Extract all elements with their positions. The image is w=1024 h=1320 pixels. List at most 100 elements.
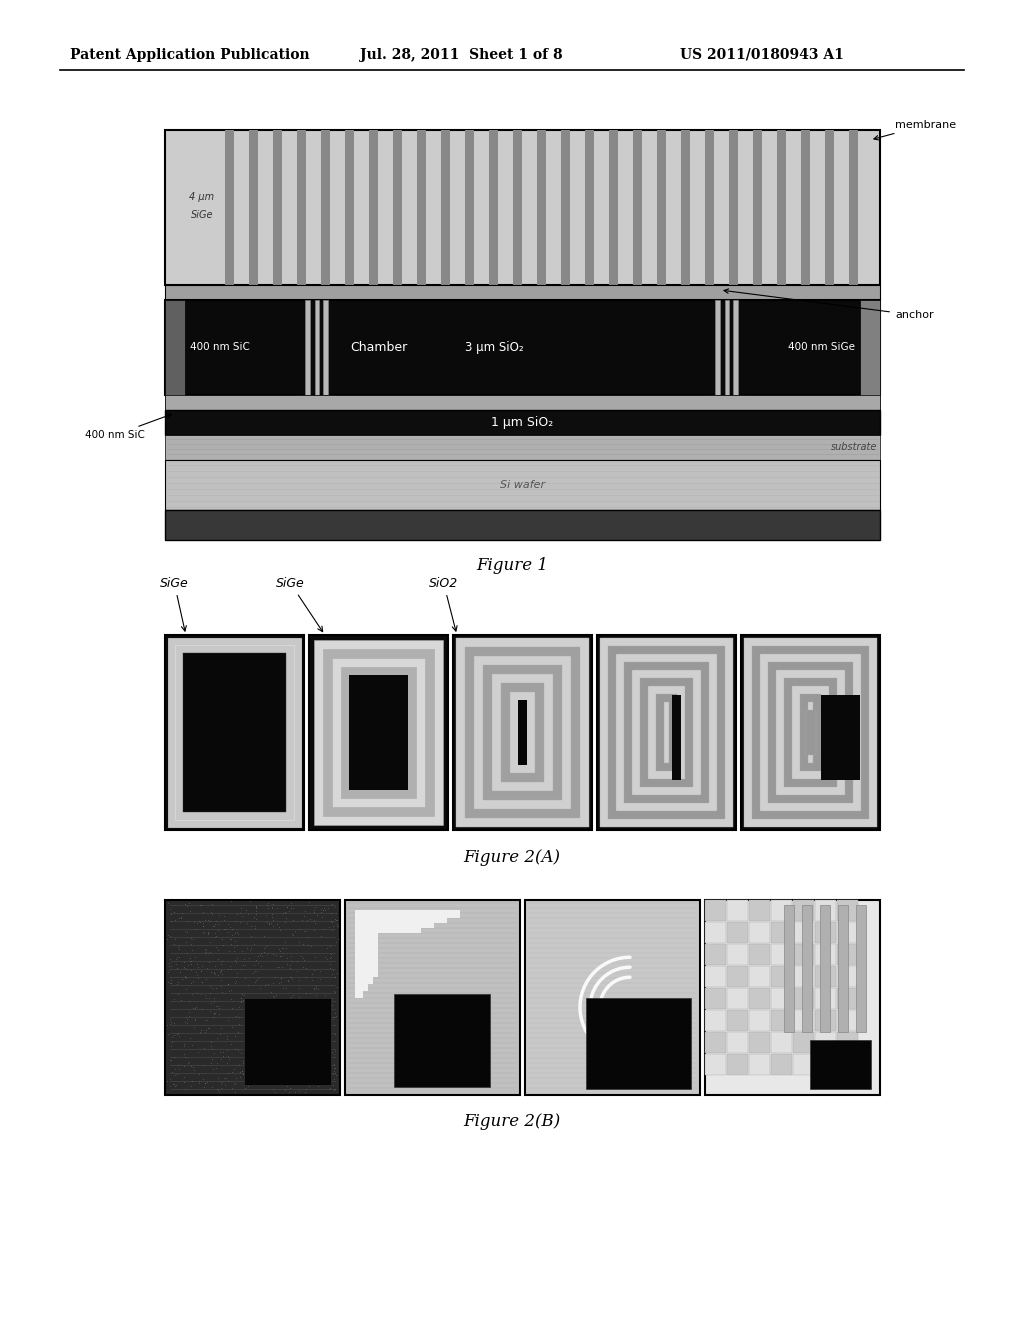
Bar bbox=[733, 300, 738, 395]
Bar bbox=[332, 657, 425, 807]
Bar bbox=[815, 1010, 836, 1031]
Bar bbox=[771, 987, 792, 1008]
Bar bbox=[624, 663, 709, 803]
Bar bbox=[768, 663, 853, 803]
Bar bbox=[860, 300, 880, 411]
Bar bbox=[345, 900, 520, 1096]
Text: Figure 2(B): Figure 2(B) bbox=[464, 1114, 560, 1130]
Bar bbox=[856, 906, 865, 1032]
Text: Si wafer: Si wafer bbox=[500, 480, 545, 490]
Bar bbox=[705, 1053, 726, 1074]
Bar bbox=[749, 944, 770, 965]
Bar bbox=[793, 921, 814, 942]
Bar bbox=[727, 1053, 748, 1074]
Bar bbox=[837, 1010, 858, 1031]
Bar bbox=[783, 906, 794, 1032]
Bar bbox=[825, 129, 834, 285]
Bar bbox=[801, 129, 810, 285]
Text: US 2011/0180943 A1: US 2011/0180943 A1 bbox=[680, 48, 844, 62]
Bar bbox=[741, 635, 880, 830]
Text: SiO2: SiO2 bbox=[429, 577, 459, 631]
Bar bbox=[815, 944, 836, 965]
Bar bbox=[705, 1010, 726, 1031]
Bar bbox=[776, 671, 845, 795]
Bar bbox=[815, 1032, 836, 1053]
Bar bbox=[727, 900, 748, 921]
Bar bbox=[837, 966, 858, 987]
Bar bbox=[760, 653, 861, 810]
Bar bbox=[771, 966, 792, 987]
Bar bbox=[175, 645, 294, 820]
Bar bbox=[165, 411, 880, 436]
Text: 1 μm SiO₂: 1 μm SiO₂ bbox=[492, 416, 554, 429]
Bar bbox=[705, 966, 726, 987]
Text: substrate: substrate bbox=[830, 442, 877, 453]
Bar bbox=[715, 300, 720, 395]
Bar bbox=[815, 1053, 836, 1074]
Bar bbox=[837, 944, 858, 965]
Bar bbox=[725, 300, 729, 395]
Bar bbox=[165, 635, 304, 830]
Bar bbox=[837, 1053, 858, 1074]
Bar bbox=[837, 900, 858, 921]
Bar bbox=[837, 987, 858, 1008]
Bar bbox=[355, 909, 460, 917]
Bar bbox=[771, 1010, 792, 1031]
Bar bbox=[793, 944, 814, 965]
Bar bbox=[771, 1032, 792, 1053]
Bar bbox=[632, 671, 701, 795]
Bar bbox=[465, 129, 474, 285]
Bar bbox=[657, 129, 666, 285]
Bar bbox=[672, 696, 681, 780]
Bar bbox=[793, 1010, 814, 1031]
Text: anchor: anchor bbox=[724, 289, 934, 319]
Bar bbox=[417, 129, 426, 285]
Bar bbox=[365, 920, 434, 928]
Bar bbox=[600, 638, 733, 828]
Bar bbox=[771, 921, 792, 942]
Text: SiGe: SiGe bbox=[160, 577, 188, 631]
Bar bbox=[349, 675, 408, 789]
Text: SiGe: SiGe bbox=[276, 577, 323, 632]
Bar bbox=[441, 129, 450, 285]
Bar bbox=[510, 692, 535, 774]
Bar bbox=[749, 921, 770, 942]
Text: 3 μm SiO₂: 3 μm SiO₂ bbox=[465, 341, 523, 354]
Bar bbox=[165, 900, 340, 1096]
Bar bbox=[749, 900, 770, 921]
Bar bbox=[648, 686, 685, 779]
Bar bbox=[727, 1032, 748, 1053]
Bar bbox=[821, 696, 860, 780]
Bar bbox=[815, 921, 836, 942]
Bar bbox=[616, 653, 717, 810]
Bar bbox=[753, 129, 762, 285]
Bar bbox=[744, 638, 877, 828]
Bar bbox=[808, 702, 813, 763]
Bar bbox=[749, 1053, 770, 1074]
Bar bbox=[837, 1032, 858, 1053]
Bar bbox=[323, 300, 328, 395]
Text: SiGe: SiGe bbox=[190, 210, 213, 220]
Bar bbox=[705, 900, 880, 1096]
Bar bbox=[705, 900, 726, 921]
Bar bbox=[793, 966, 814, 987]
Bar bbox=[165, 300, 880, 395]
Bar bbox=[793, 987, 814, 1008]
Bar bbox=[365, 920, 373, 983]
Bar bbox=[305, 300, 310, 395]
Bar bbox=[456, 638, 589, 828]
Bar bbox=[165, 510, 880, 540]
Bar bbox=[370, 925, 421, 933]
Bar bbox=[805, 710, 816, 755]
Bar bbox=[225, 129, 234, 285]
Bar bbox=[369, 129, 378, 285]
Bar bbox=[838, 906, 848, 1032]
Bar bbox=[771, 944, 792, 965]
Bar bbox=[345, 129, 354, 285]
Text: Figure 2(A): Figure 2(A) bbox=[464, 850, 560, 866]
Bar bbox=[793, 1053, 814, 1074]
Bar bbox=[727, 966, 748, 987]
Bar bbox=[355, 909, 362, 998]
Bar bbox=[837, 921, 858, 942]
Bar bbox=[810, 1040, 871, 1089]
